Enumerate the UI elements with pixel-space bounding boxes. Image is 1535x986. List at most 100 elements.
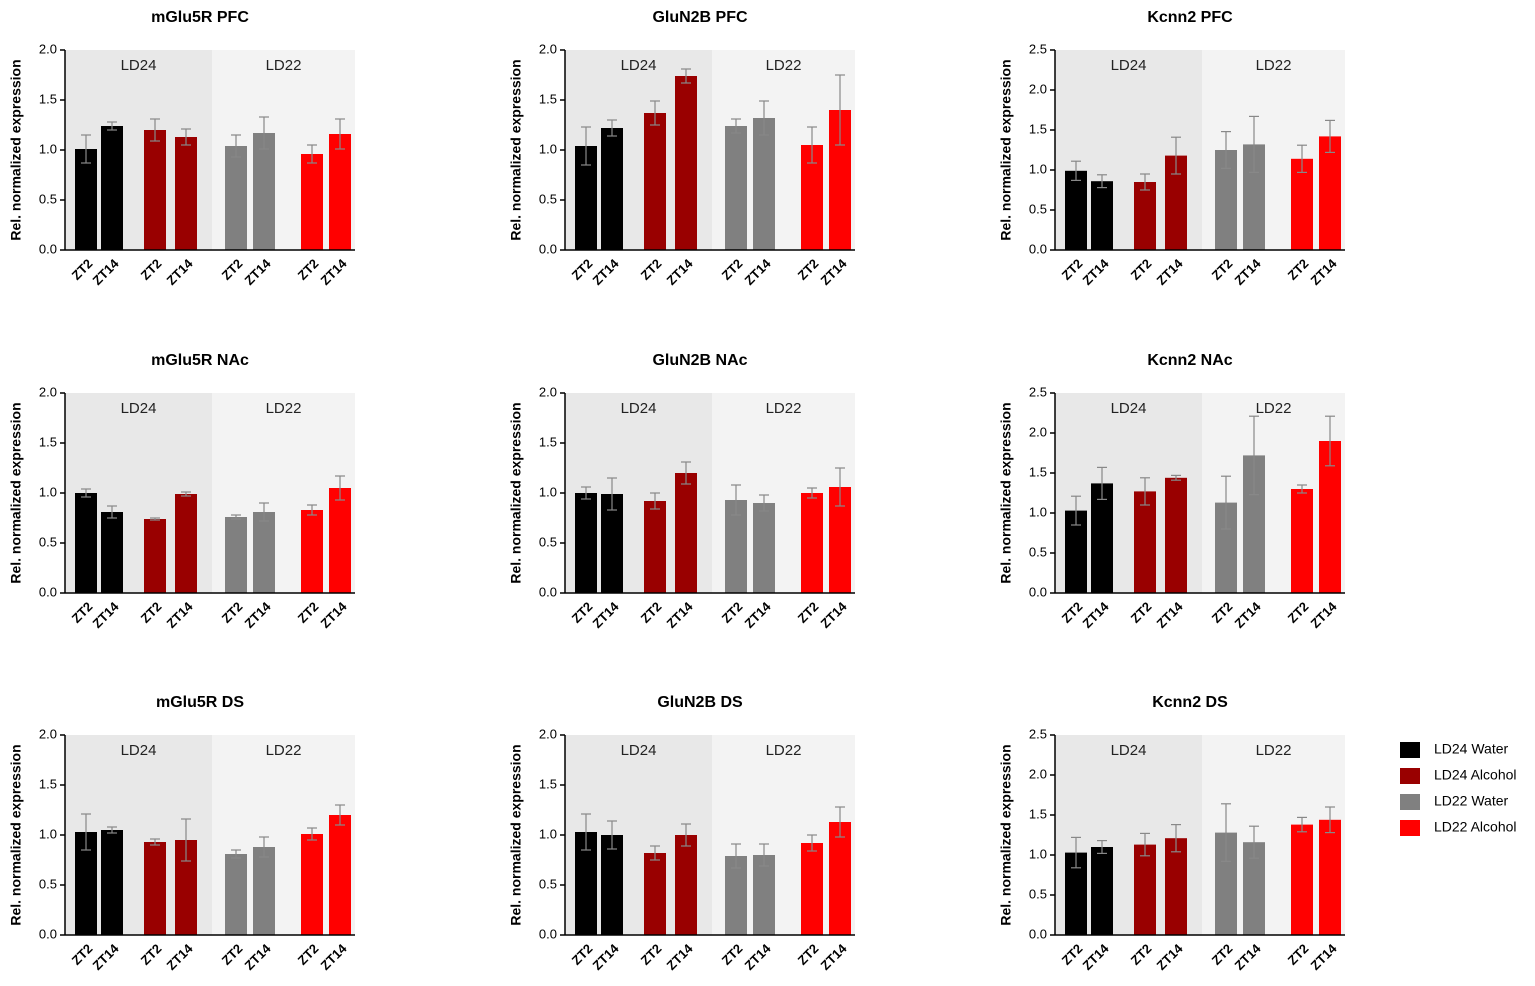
x-tick-label: ZT14 (1153, 940, 1186, 973)
error-bar (581, 126, 591, 166)
error-bar (1171, 136, 1181, 175)
bar (1134, 491, 1156, 593)
x-tick-label: ZT14 (1231, 598, 1264, 631)
x-tick-label: ZT14 (241, 940, 274, 973)
error-bar (1171, 474, 1181, 481)
error-bar (835, 74, 845, 146)
error-bar (731, 843, 741, 869)
legend-label: LD24 Alcohol (1434, 767, 1517, 783)
x-tick-label: ZT14 (1153, 598, 1186, 631)
x-tick-label: ZT14 (741, 598, 774, 631)
bar (644, 853, 666, 935)
error-bar (807, 834, 817, 852)
error-bar (1325, 415, 1335, 467)
x-tick-label: ZT2 (638, 941, 665, 968)
bar (1215, 832, 1237, 935)
bar (1065, 170, 1087, 250)
error-bar (307, 144, 317, 164)
bar (725, 856, 747, 935)
chart-title: Kcnn2 DS (1152, 694, 1228, 711)
error-bar (335, 118, 345, 150)
bar (1319, 136, 1341, 250)
bar (753, 855, 775, 935)
y-tick-label: 0.5 (39, 191, 57, 206)
bar (753, 118, 775, 250)
error-bar (150, 517, 160, 521)
error-bar (1140, 477, 1150, 506)
x-tick-label: ZT14 (1079, 598, 1112, 631)
x-tick-label: ZT2 (295, 599, 322, 626)
bar (1065, 510, 1087, 593)
region-label: LD24 (1111, 742, 1147, 759)
error-bar (1221, 131, 1231, 169)
bar (301, 510, 323, 593)
y-tick-label: 2.0 (1029, 424, 1047, 439)
x-tick-label: ZT14 (741, 255, 774, 288)
bar (75, 149, 97, 250)
bar (801, 145, 823, 250)
error-bar (835, 467, 845, 507)
x-tick-label: ZT2 (1209, 941, 1236, 968)
region-label: LD24 (621, 400, 657, 417)
region-label: LD22 (766, 400, 802, 417)
region-label: LD24 (121, 742, 157, 759)
error-bar (231, 134, 241, 158)
error-bar (1221, 803, 1231, 863)
region-label: LD24 (121, 400, 157, 417)
error-bar (107, 826, 117, 834)
x-tick-label: ZT14 (1231, 255, 1264, 288)
bar (144, 130, 166, 250)
error-bar (259, 116, 269, 150)
y-axis-label: Rel. normalized expression (508, 402, 524, 583)
bar (644, 501, 666, 593)
x-tick-label: ZT2 (138, 599, 165, 626)
bar (1243, 144, 1265, 250)
y-tick-label: 0.0 (39, 926, 57, 941)
y-axis-label: Rel. normalized expression (508, 744, 524, 925)
x-tick-label: ZT14 (817, 598, 850, 631)
error-bar (150, 838, 160, 846)
x-tick-label: ZT2 (219, 599, 246, 626)
error-bar (1071, 836, 1081, 869)
y-tick-label: 0.0 (39, 584, 57, 599)
error-bar (335, 475, 345, 501)
bar (725, 500, 747, 593)
x-tick-label: ZT14 (741, 940, 774, 973)
bar (575, 493, 597, 593)
error-bar (607, 119, 617, 137)
error-bar (650, 845, 660, 861)
x-tick-label: ZT2 (1285, 256, 1312, 283)
x-tick-label: ZT14 (589, 598, 622, 631)
x-tick-label: ZT14 (163, 255, 196, 288)
y-tick-label: 1.5 (1029, 464, 1047, 479)
bar (1065, 852, 1087, 935)
bar (1215, 502, 1237, 593)
x-tick-label: ZT14 (241, 598, 274, 631)
error-bar (307, 504, 317, 516)
x-tick-label: ZT2 (719, 599, 746, 626)
error-bar (607, 477, 617, 511)
bar (1291, 824, 1313, 935)
error-bar (259, 502, 269, 522)
bar (175, 137, 197, 250)
y-tick-label: 0.0 (1029, 926, 1047, 941)
bar (1243, 455, 1265, 593)
y-tick-label: 0.5 (1029, 886, 1047, 901)
region-label: LD24 (1111, 57, 1147, 74)
error-bar (759, 494, 769, 512)
y-tick-label: 2.0 (1029, 81, 1047, 96)
y-tick-label: 1.0 (539, 826, 557, 841)
region-label: LD22 (266, 742, 302, 759)
y-tick-label: 2.5 (1029, 41, 1047, 56)
y-tick-label: 1.0 (1029, 161, 1047, 176)
bar (601, 128, 623, 250)
bar (101, 830, 123, 935)
error-bar (107, 121, 117, 131)
error-bar (1140, 832, 1150, 857)
y-tick-label: 2.0 (39, 384, 57, 399)
x-tick-label: ZT2 (295, 256, 322, 283)
x-tick-label: ZT14 (163, 940, 196, 973)
x-tick-label: ZT14 (817, 940, 850, 973)
error-bar (835, 806, 845, 838)
